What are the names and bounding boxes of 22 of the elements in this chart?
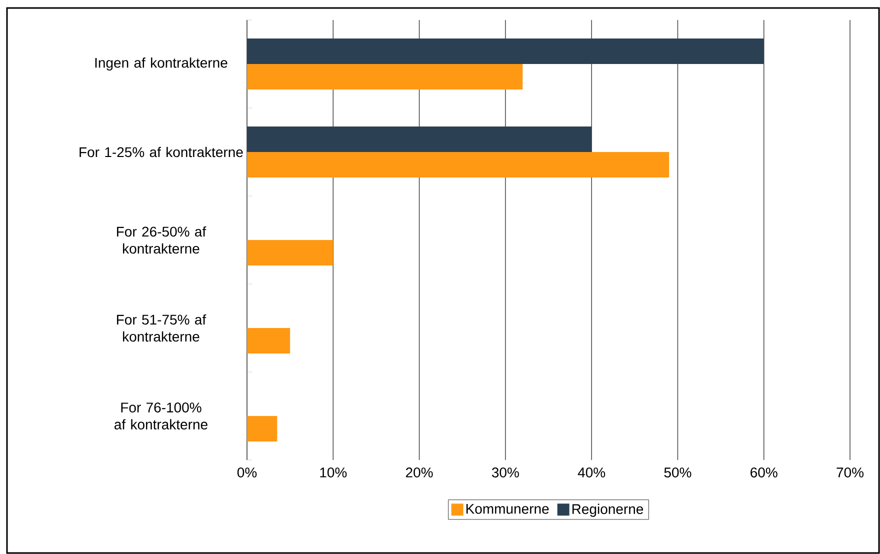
x-tick-label: 0% [237, 468, 257, 478]
x-tick-label: 20% [406, 468, 433, 478]
legend-label: Regionerne [572, 504, 644, 517]
bar [247, 152, 670, 178]
x-tick-label: 70% [836, 468, 864, 478]
bar [247, 64, 523, 90]
y-tick-label: For 76-100% af kontrakterne [114, 402, 208, 430]
legend-label: Kommunerne [466, 504, 549, 514]
y-tick-label: For 51-75% af kontrakterne [117, 314, 206, 342]
y-tick-label: Ingen af kontrakterne [95, 57, 228, 71]
bar [247, 240, 334, 266]
x-tick-label: 30% [492, 468, 519, 478]
x-tick-label: 40% [578, 468, 606, 478]
x-tick-label: 50% [664, 468, 692, 478]
x-tick-label: 60% [750, 468, 778, 478]
y-tick-label: For 1-25% af kontrakterne [80, 146, 243, 158]
y-tick-label: For 26-50% af kontrakterne [117, 226, 206, 254]
bar [247, 328, 290, 354]
bar [247, 38, 764, 64]
bar [247, 416, 278, 442]
x-tick-label: 10% [320, 468, 347, 478]
bar [247, 126, 592, 152]
